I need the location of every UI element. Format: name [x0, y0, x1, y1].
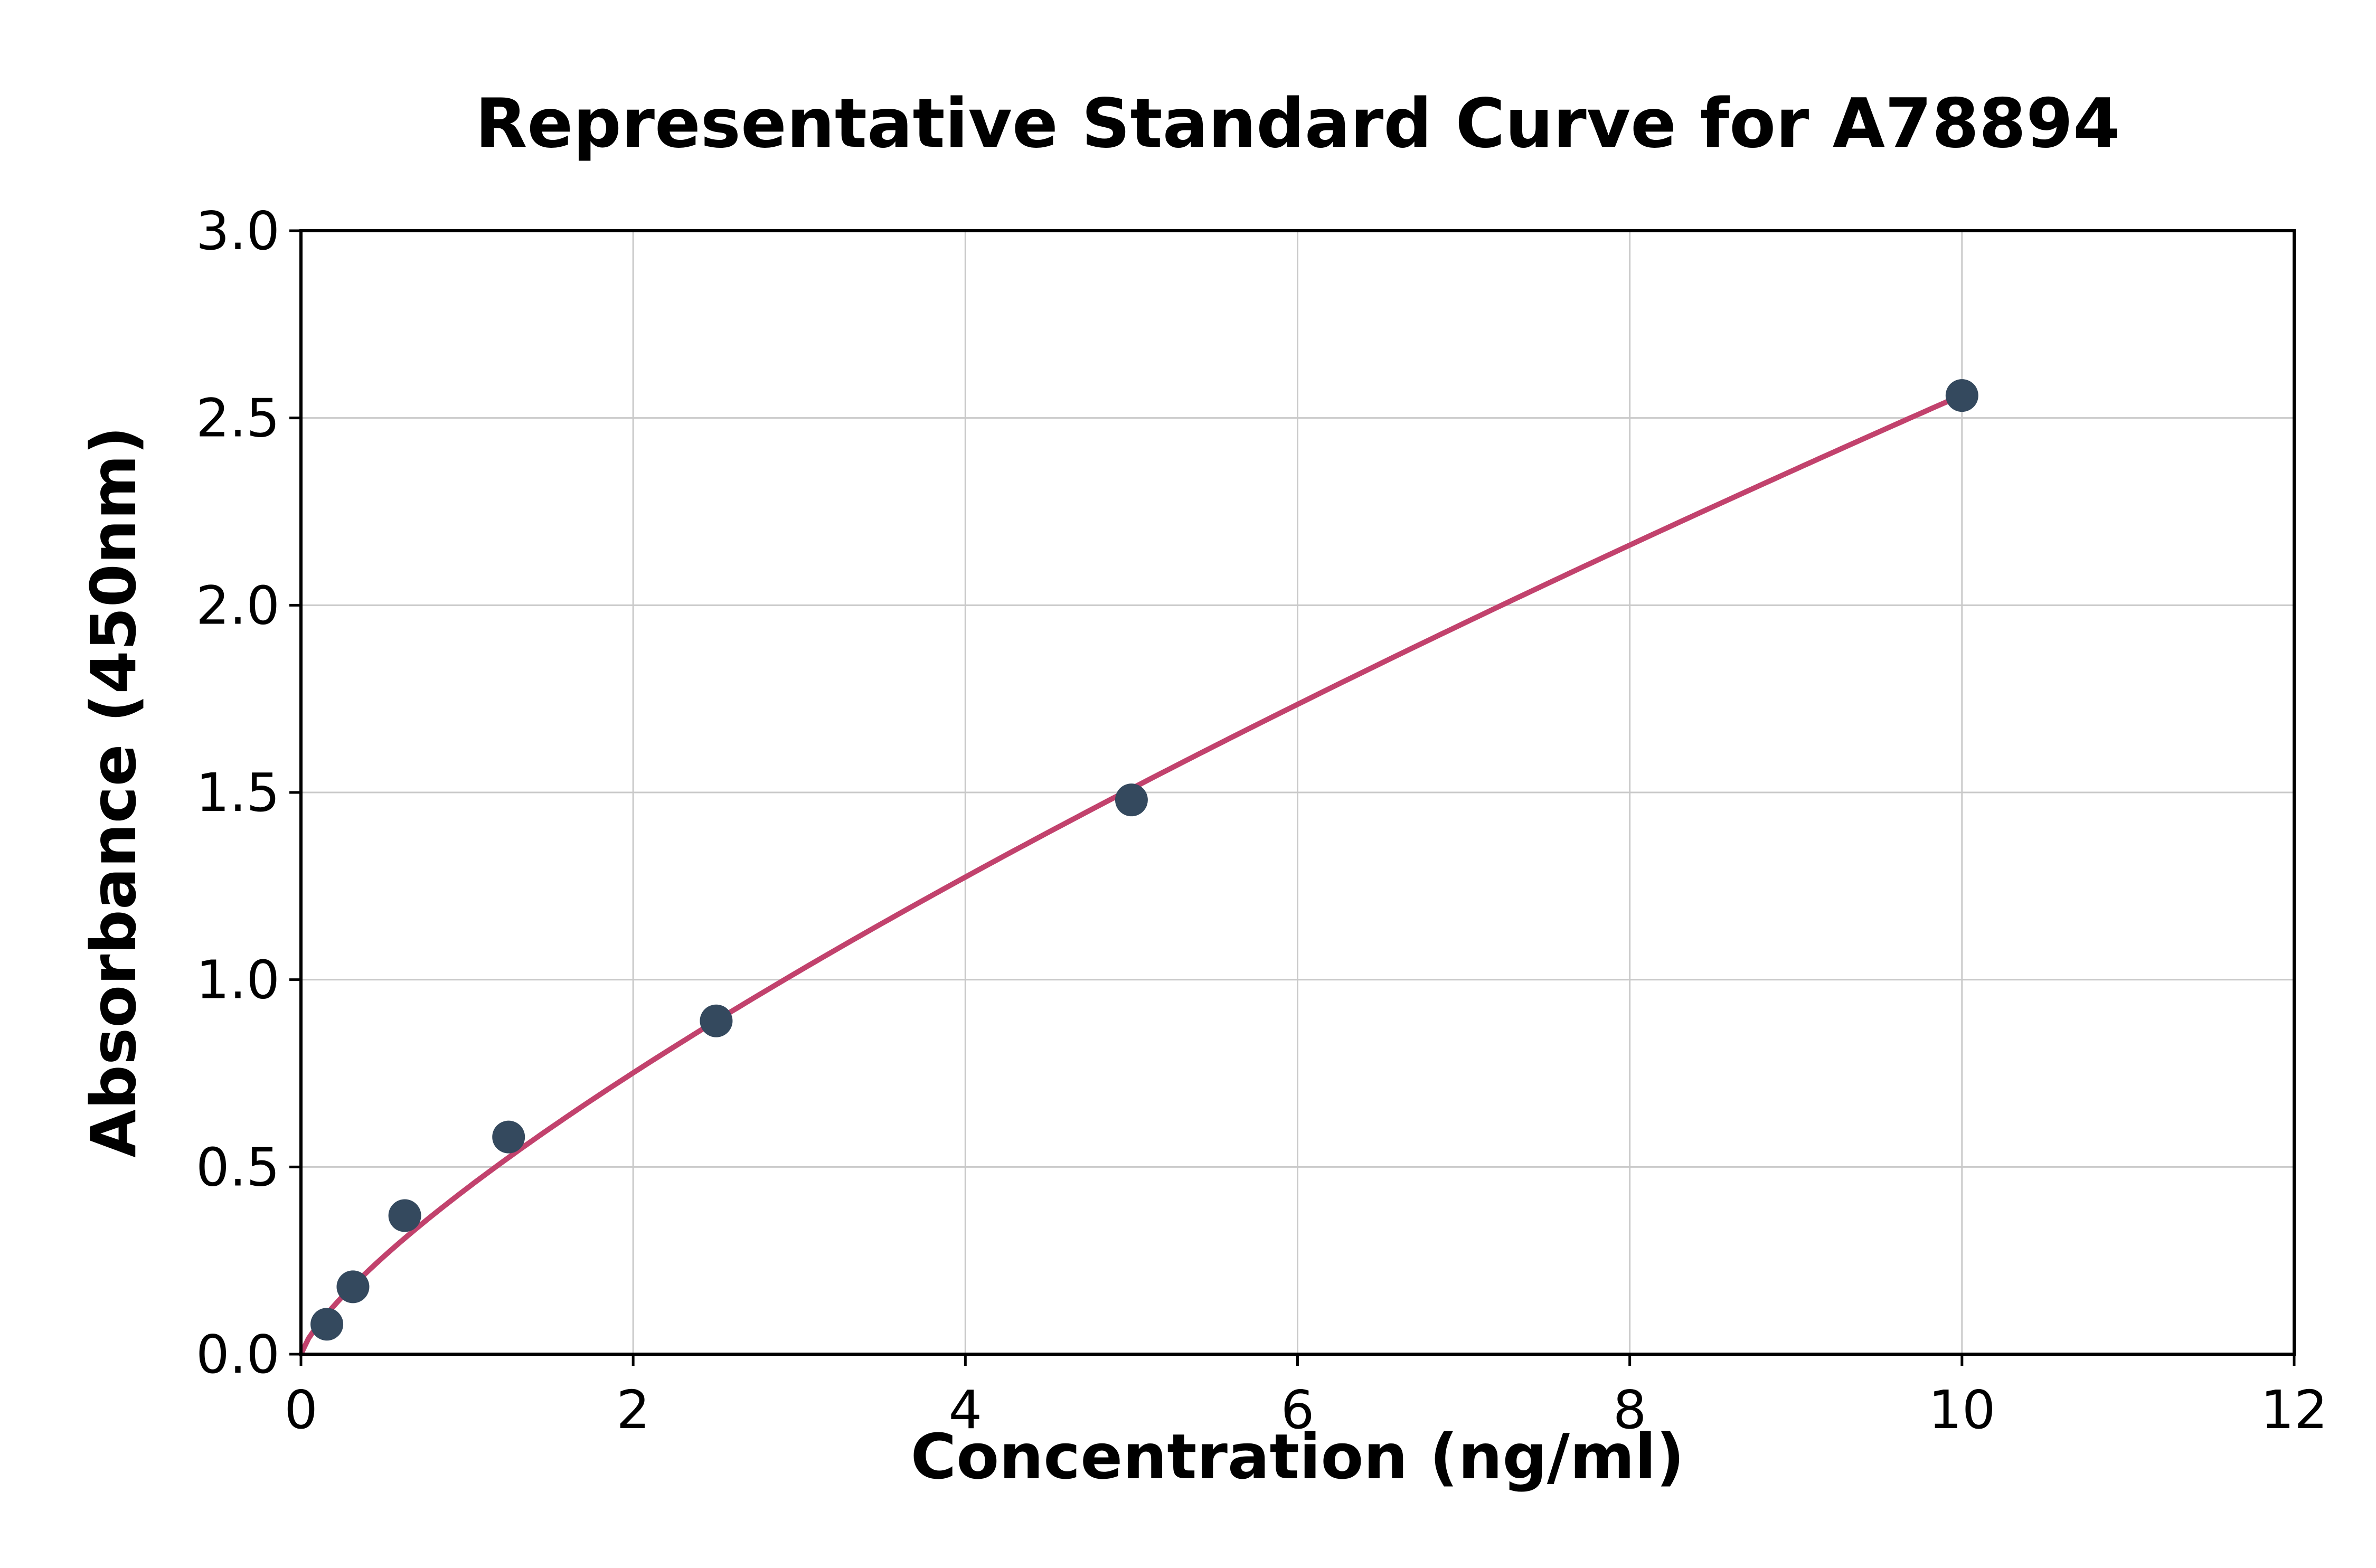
data-point — [310, 1308, 344, 1341]
y-tick-label: 2.0 — [196, 574, 280, 636]
x-tick-label: 12 — [2260, 1379, 2327, 1441]
y-tick-label: 3.0 — [196, 200, 280, 262]
x-tick-label: 4 — [949, 1379, 983, 1441]
fit-curve — [298, 392, 1965, 1357]
x-axis-label: Concentration (ng/ml) — [910, 1420, 1685, 1493]
x-tick-label: 8 — [1613, 1379, 1647, 1441]
x-tick-label: 6 — [1281, 1379, 1315, 1441]
data-point — [1115, 783, 1148, 817]
y-tick-label: 1.5 — [196, 762, 280, 824]
data-point — [492, 1120, 525, 1154]
data-point — [336, 1270, 370, 1303]
x-tick-label: 2 — [616, 1379, 650, 1441]
x-tick-label: 10 — [1928, 1379, 1995, 1441]
chart-title: Representative Standard Curve for A78894 — [475, 84, 2120, 163]
data-point — [700, 1004, 733, 1037]
data-point — [1945, 379, 1978, 412]
y-tick-label: 0.5 — [196, 1136, 280, 1198]
data-point — [388, 1199, 421, 1232]
y-tick-label: 2.5 — [196, 388, 280, 449]
x-tick-label: 0 — [284, 1379, 318, 1441]
y-tick-label: 1.0 — [196, 949, 280, 1011]
y-tick-label: 0.0 — [196, 1324, 280, 1385]
